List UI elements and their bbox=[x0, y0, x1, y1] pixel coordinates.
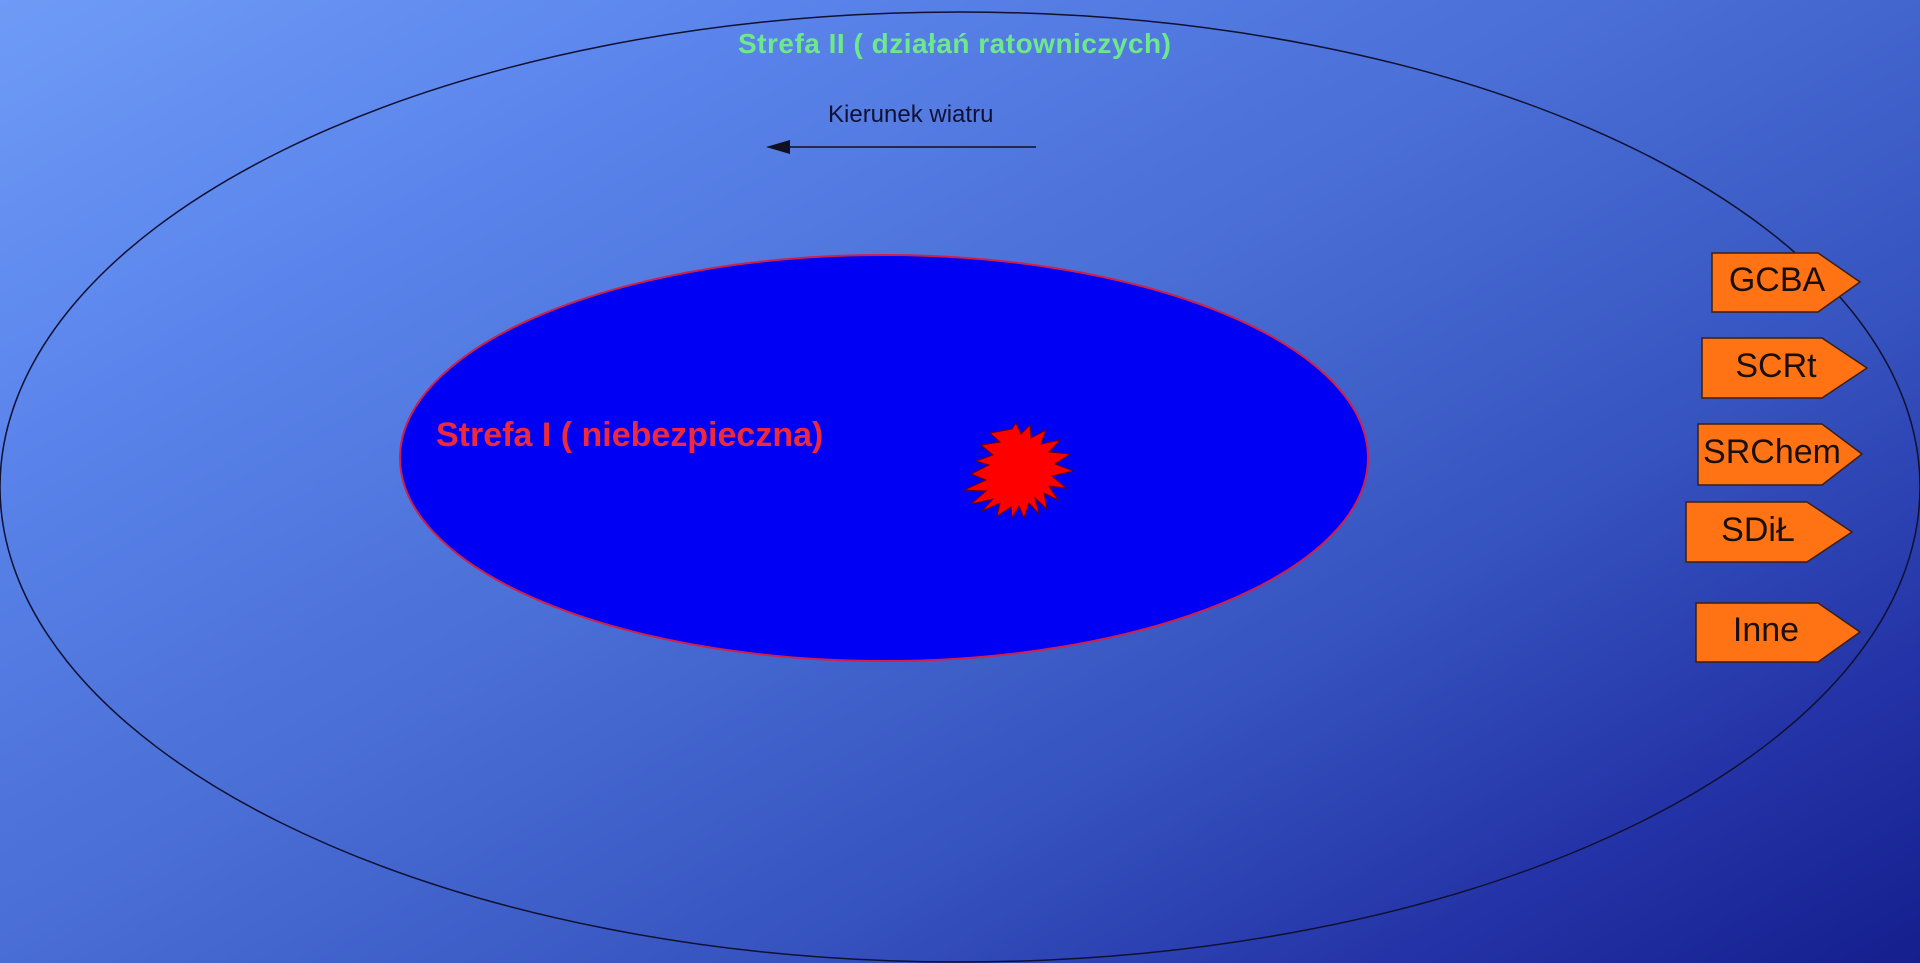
unit-label-inne: Inne bbox=[1732, 611, 1800, 649]
zone1-title: Strefa I ( niebezpieczna) bbox=[436, 416, 824, 454]
unit-tag-scrt bbox=[1701, 337, 1869, 399]
unit-label-gcba: GCBA bbox=[1728, 261, 1826, 299]
incident-explosion-icon bbox=[963, 421, 1075, 520]
unit-tag-sdil bbox=[1685, 501, 1854, 563]
unit-label-scrt: SCRt bbox=[1735, 347, 1817, 385]
wind-direction-label: Kierunek wiatru bbox=[828, 101, 994, 128]
unit-tag-inne bbox=[1695, 602, 1862, 663]
unit-label-srchem: SRChem bbox=[1703, 433, 1841, 471]
wind-arrow bbox=[766, 140, 1036, 154]
zone1-ellipse bbox=[399, 254, 1369, 662]
zone2-ellipse bbox=[0, 11, 1920, 963]
unit-label-sdil: SDiŁ bbox=[1721, 511, 1795, 549]
zone2-title: Strefa II ( działań ratowniczych) bbox=[738, 28, 1172, 59]
unit-tag-gcba bbox=[1711, 252, 1862, 313]
unit-tag-srchem bbox=[1697, 423, 1864, 486]
